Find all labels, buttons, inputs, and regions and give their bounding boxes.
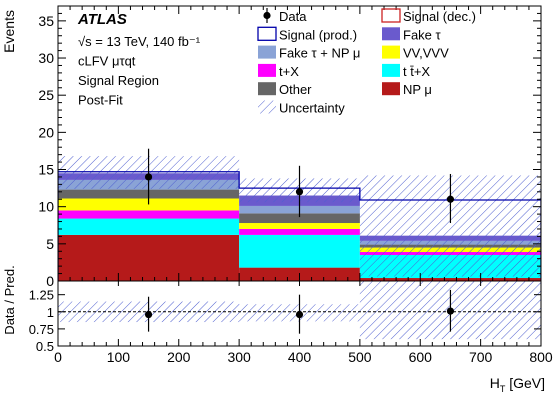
ratio-point <box>295 310 304 319</box>
ratio-y-tick-label: 0.75 <box>29 322 54 337</box>
x-tick-label: 700 <box>469 349 493 365</box>
y-tick-label: 10 <box>38 199 54 215</box>
y-tick-label: 30 <box>38 50 54 66</box>
bar-segment <box>239 234 360 268</box>
bar-segment <box>239 223 360 229</box>
bar-segment <box>239 213 360 224</box>
y-axis-label-main: Events <box>1 10 17 53</box>
y-tick-label: 0 <box>46 273 54 289</box>
ratio-point <box>144 310 153 319</box>
legend-swatch <box>382 27 400 41</box>
data-point <box>446 195 455 203</box>
legend-label: Other <box>279 82 312 97</box>
ratio-y-tick-label: 1 <box>47 305 54 320</box>
legend-label: Data <box>279 9 307 24</box>
legend-label: Fake τ + NP μ <box>279 46 360 61</box>
legend-swatch <box>382 63 400 77</box>
x-tick-label: 100 <box>107 349 131 365</box>
atlas-label: ATLAS <box>77 11 127 28</box>
data-point <box>295 188 304 196</box>
legend-label: Fake τ <box>403 27 442 42</box>
bar-segment <box>58 210 240 219</box>
x-tick-label: 800 <box>529 349 553 365</box>
x-axis-label: HT [GeV] <box>490 375 545 394</box>
data-points <box>144 148 455 224</box>
legend-label: t+X <box>279 64 299 79</box>
y-tick-label: 15 <box>38 162 54 178</box>
legend-swatch <box>258 45 276 59</box>
legend-swatch <box>257 26 277 41</box>
info-block: √s = 13 TeV, 140 fb⁻¹ cLFV μτqt Signal Reg… <box>78 34 201 108</box>
legend-swatch <box>382 82 400 96</box>
bar-segment <box>239 228 360 235</box>
x-tick-label: 600 <box>409 349 433 365</box>
legend-label: VV,VVV <box>403 46 449 61</box>
legend-label: Signal (prod.) <box>279 27 357 42</box>
legend-label: Signal (dec.) <box>403 9 476 24</box>
legend-label: NP μ <box>403 82 432 97</box>
x-tick-label: 300 <box>227 349 251 365</box>
axes: 0 100 200 300 400 500 600 700 800 0 5 10 15 20 25 30 35 0… <box>29 5 553 365</box>
data-point <box>144 173 153 181</box>
y-tick-label: 5 <box>46 236 54 252</box>
bar-segment <box>359 278 541 281</box>
ratio-data-points <box>144 289 455 334</box>
info-line: cLFV μτqt <box>78 54 136 69</box>
legend-swatch <box>258 82 276 96</box>
info-line: Post-Fit <box>78 93 123 108</box>
x-tick-label: 0 <box>54 349 62 365</box>
y-tick-label: 20 <box>38 124 54 140</box>
legend-swatch <box>381 8 401 23</box>
legend-swatch <box>382 45 400 59</box>
legend: Data Signal (dec.) Signal (prod.) Fake τ Fak… <box>257 8 476 116</box>
ratio-y-tick-label: 1.25 <box>29 288 54 303</box>
info-line: √s = 13 TeV, 140 fb⁻¹ <box>78 34 201 49</box>
bar-segment <box>58 234 240 281</box>
y-axis-label-ratio: Data / Pred. <box>2 265 17 334</box>
legend-swatch <box>258 63 276 77</box>
x-tick-label: 400 <box>288 349 312 365</box>
legend-label: t t̄+X <box>403 64 430 79</box>
info-line: Signal Region <box>78 73 159 88</box>
bar-segment <box>58 218 240 235</box>
ratio-y-tick-label: 0.5 <box>36 339 54 354</box>
y-tick-label: 35 <box>38 13 54 29</box>
legend-label: Uncertainty <box>279 101 345 116</box>
x-tick-label: 200 <box>167 349 191 365</box>
x-tick-label: 500 <box>348 349 372 365</box>
legend-data-swatch <box>263 11 271 20</box>
y-tick-label: 25 <box>38 87 54 103</box>
ratio-point <box>446 307 455 315</box>
legend-swatch <box>258 100 276 114</box>
